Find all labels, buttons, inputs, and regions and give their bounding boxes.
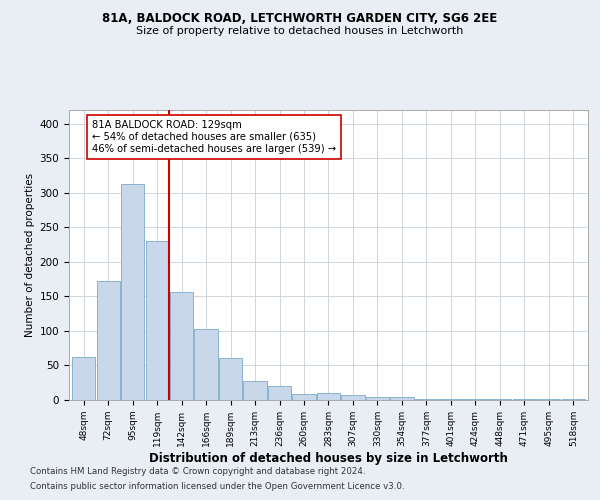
Text: Contains public sector information licensed under the Open Government Licence v3: Contains public sector information licen… (30, 482, 404, 491)
Bar (121, 184, 144, 400)
Text: 81A BALDOCK ROAD: 129sqm
← 54% of detached houses are smaller (635)
46% of semi-: 81A BALDOCK ROAD: 129sqm ← 54% of detach… (92, 120, 337, 154)
Bar (244, 380, 266, 400)
Bar (170, 292, 193, 400)
Bar (72, 356, 95, 400)
Bar (194, 329, 218, 400)
Text: 81A, BALDOCK ROAD, LETCHWORTH GARDEN CITY, SG6 2EE: 81A, BALDOCK ROAD, LETCHWORTH GARDEN CIT… (103, 12, 497, 26)
Bar (366, 396, 389, 400)
Bar (341, 395, 365, 400)
Text: Contains HM Land Registry data © Crown copyright and database right 2024.: Contains HM Land Registry data © Crown c… (30, 467, 365, 476)
Bar (439, 398, 463, 400)
X-axis label: Distribution of detached houses by size in Letchworth: Distribution of detached houses by size … (149, 452, 508, 464)
Bar (146, 241, 169, 400)
Text: Size of property relative to detached houses in Letchworth: Size of property relative to detached ho… (136, 26, 464, 36)
Bar (415, 398, 438, 400)
Bar (219, 358, 242, 400)
Y-axis label: Number of detached properties: Number of detached properties (25, 173, 35, 337)
Bar (391, 397, 413, 400)
Bar (268, 386, 291, 400)
Bar (317, 393, 340, 400)
Bar (97, 280, 120, 400)
Bar (292, 394, 316, 400)
